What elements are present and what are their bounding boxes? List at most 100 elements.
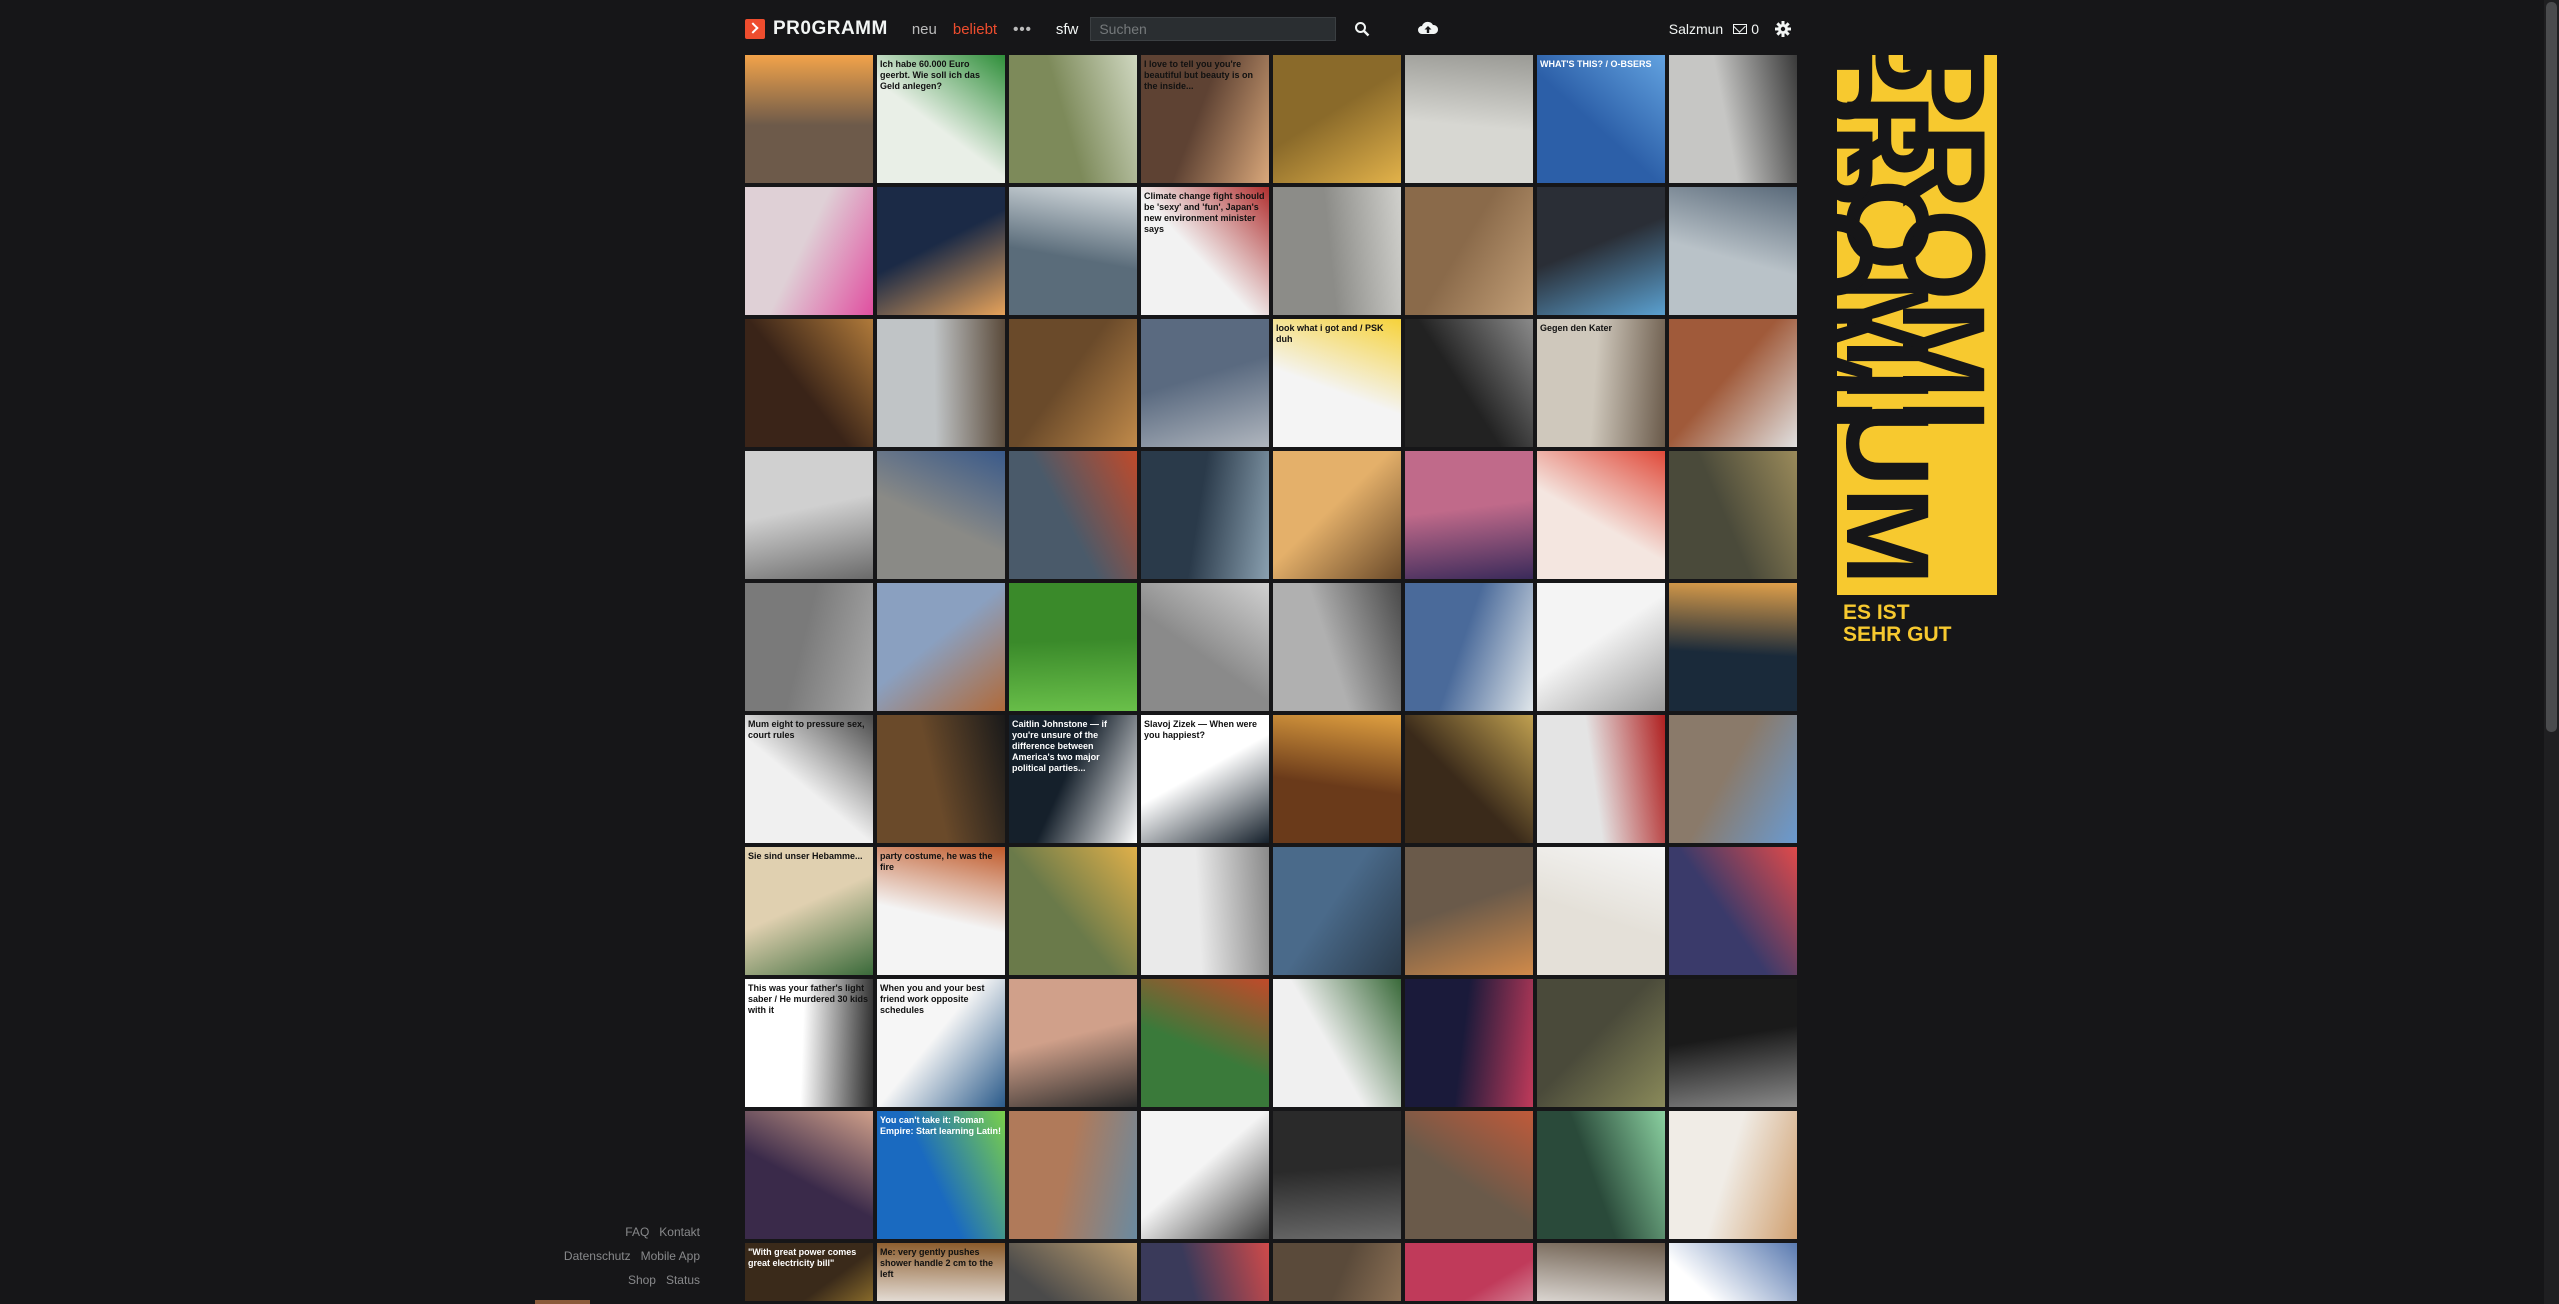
- post-thumbnail[interactable]: [1669, 583, 1797, 711]
- post-thumbnail[interactable]: "With great power comes great electricit…: [745, 1243, 873, 1301]
- post-thumbnail[interactable]: [1537, 583, 1665, 711]
- post-thumbnail[interactable]: [1669, 979, 1797, 1107]
- post-thumbnail[interactable]: When you and your best friend work oppos…: [877, 979, 1005, 1107]
- post-thumbnail[interactable]: [1537, 979, 1665, 1107]
- post-thumbnail[interactable]: [1141, 1111, 1269, 1239]
- post-thumbnail[interactable]: [745, 451, 873, 579]
- post-thumbnail[interactable]: [1669, 55, 1797, 183]
- post-thumbnail[interactable]: party costume, he was the fire: [877, 847, 1005, 975]
- post-thumbnail[interactable]: [1405, 1111, 1533, 1239]
- filter-sfw[interactable]: sfw: [1055, 20, 1079, 38]
- post-thumbnail[interactable]: [1669, 187, 1797, 315]
- search-input[interactable]: [1090, 17, 1337, 41]
- post-thumbnail[interactable]: WHAT'S THIS? / O-BSERS: [1537, 55, 1665, 183]
- post-thumbnail[interactable]: [1405, 715, 1533, 843]
- post-thumbnail[interactable]: Climate change fight should be 'sexy' an…: [1141, 187, 1269, 315]
- post-thumbnail[interactable]: [1009, 187, 1137, 315]
- post-thumbnail[interactable]: [1405, 55, 1533, 183]
- upload-icon[interactable]: [1414, 15, 1442, 43]
- footer-contact-link[interactable]: Kontakt: [659, 1225, 700, 1239]
- post-thumbnail[interactable]: [1669, 451, 1797, 579]
- post-thumbnail[interactable]: [1141, 319, 1269, 447]
- post-thumbnail[interactable]: [1537, 451, 1665, 579]
- post-thumbnail[interactable]: [745, 319, 873, 447]
- post-thumbnail[interactable]: [1273, 847, 1401, 975]
- post-thumbnail[interactable]: Mum eight to pressure sex, court rules: [745, 715, 873, 843]
- post-thumbnail[interactable]: [1141, 847, 1269, 975]
- footer-mobile-app-link[interactable]: Mobile App: [640, 1249, 700, 1263]
- footer-faq-link[interactable]: FAQ: [625, 1225, 650, 1239]
- post-thumbnail[interactable]: [1009, 55, 1137, 183]
- post-thumbnail[interactable]: Sie sind unser Hebamme...: [745, 847, 873, 975]
- scrollbar-thumb[interactable]: [2546, 2, 2557, 732]
- post-thumbnail[interactable]: [1009, 451, 1137, 579]
- post-thumbnail[interactable]: [1273, 1111, 1401, 1239]
- post-thumbnail[interactable]: [745, 583, 873, 711]
- nav-popular[interactable]: beliebt: [952, 20, 998, 38]
- post-thumbnail[interactable]: [1669, 319, 1797, 447]
- nav-new[interactable]: neu: [911, 20, 937, 38]
- post-thumbnail[interactable]: [1405, 451, 1533, 579]
- search-icon[interactable]: [1348, 15, 1376, 43]
- banner-tagline[interactable]: ES IST SEHR GUT: [1843, 602, 1952, 646]
- post-thumbnail[interactable]: Gegen den Kater: [1537, 319, 1665, 447]
- post-thumbnail[interactable]: [1669, 847, 1797, 975]
- post-thumbnail[interactable]: [1537, 715, 1665, 843]
- post-thumbnail[interactable]: [1009, 1111, 1137, 1239]
- page-scrollbar[interactable]: [2544, 0, 2559, 1304]
- post-thumbnail[interactable]: [1009, 583, 1137, 711]
- footer-privacy-link[interactable]: Datenschutz: [563, 1249, 631, 1263]
- post-thumbnail[interactable]: [745, 1111, 873, 1239]
- post-thumbnail[interactable]: [1273, 451, 1401, 579]
- post-thumbnail[interactable]: [1669, 1243, 1797, 1301]
- post-thumbnail[interactable]: [745, 187, 873, 315]
- post-thumbnail[interactable]: [877, 583, 1005, 711]
- settings-gear-icon[interactable]: [1769, 15, 1797, 43]
- post-thumbnail[interactable]: Slavoj Zizek — When were you happiest?: [1141, 715, 1269, 843]
- post-thumbnail[interactable]: [1273, 979, 1401, 1107]
- inbox-button[interactable]: 0: [1733, 21, 1759, 37]
- post-thumbnail[interactable]: [1141, 451, 1269, 579]
- post-thumbnail[interactable]: [1537, 187, 1665, 315]
- post-thumbnail[interactable]: [1273, 187, 1401, 315]
- post-thumbnail[interactable]: [1273, 55, 1401, 183]
- post-thumbnail[interactable]: [1141, 1243, 1269, 1301]
- post-thumbnail[interactable]: [1537, 1243, 1665, 1301]
- post-thumbnail[interactable]: [745, 55, 873, 183]
- post-thumbnail[interactable]: You can't take it: Roman Empire: Start l…: [877, 1111, 1005, 1239]
- post-thumbnail[interactable]: [1405, 1243, 1533, 1301]
- post-thumbnail[interactable]: [1405, 187, 1533, 315]
- post-thumbnail[interactable]: [877, 319, 1005, 447]
- post-thumbnail[interactable]: [1405, 583, 1533, 711]
- post-thumbnail[interactable]: [1669, 715, 1797, 843]
- post-thumbnail[interactable]: [1009, 1243, 1137, 1301]
- post-thumbnail[interactable]: [1273, 715, 1401, 843]
- post-thumbnail[interactable]: I love to tell you you're beautiful but …: [1141, 55, 1269, 183]
- post-thumbnail[interactable]: [1405, 847, 1533, 975]
- post-thumbnail[interactable]: [1405, 319, 1533, 447]
- post-thumbnail[interactable]: [877, 715, 1005, 843]
- post-thumbnail[interactable]: look what i got and / PSK duh: [1273, 319, 1401, 447]
- post-thumbnail[interactable]: [1273, 1243, 1401, 1301]
- ad-banner[interactable]: PROMI PROMIUM PROMI: [1837, 55, 1997, 595]
- username-link[interactable]: Salzmun: [1668, 21, 1724, 37]
- post-thumbnail[interactable]: [1009, 979, 1137, 1107]
- post-thumbnail[interactable]: [1141, 583, 1269, 711]
- post-thumbnail[interactable]: [1273, 583, 1401, 711]
- post-thumbnail[interactable]: [877, 187, 1005, 315]
- post-thumbnail[interactable]: [1669, 1111, 1797, 1239]
- post-thumbnail[interactable]: [1141, 979, 1269, 1107]
- nav-more-menu[interactable]: •••: [1013, 20, 1032, 38]
- post-thumbnail[interactable]: [1537, 847, 1665, 975]
- footer-status-link[interactable]: Status: [665, 1273, 700, 1287]
- site-logo[interactable]: PR0GRAMM: [745, 18, 888, 40]
- post-thumbnail[interactable]: Ich habe 60.000 Euro geerbt. Wie soll ic…: [877, 55, 1005, 183]
- post-thumbnail[interactable]: Caitlin Johnstone — if you're unsure of …: [1009, 715, 1137, 843]
- post-thumbnail[interactable]: Me: very gently pushes shower handle 2 c…: [877, 1243, 1005, 1301]
- post-thumbnail[interactable]: [877, 451, 1005, 579]
- footer-shop-link[interactable]: Shop: [627, 1273, 656, 1287]
- post-thumbnail[interactable]: [1009, 847, 1137, 975]
- post-thumbnail[interactable]: This was your father's light saber / He …: [745, 979, 873, 1107]
- post-thumbnail[interactable]: [1009, 319, 1137, 447]
- post-thumbnail[interactable]: [1405, 979, 1533, 1107]
